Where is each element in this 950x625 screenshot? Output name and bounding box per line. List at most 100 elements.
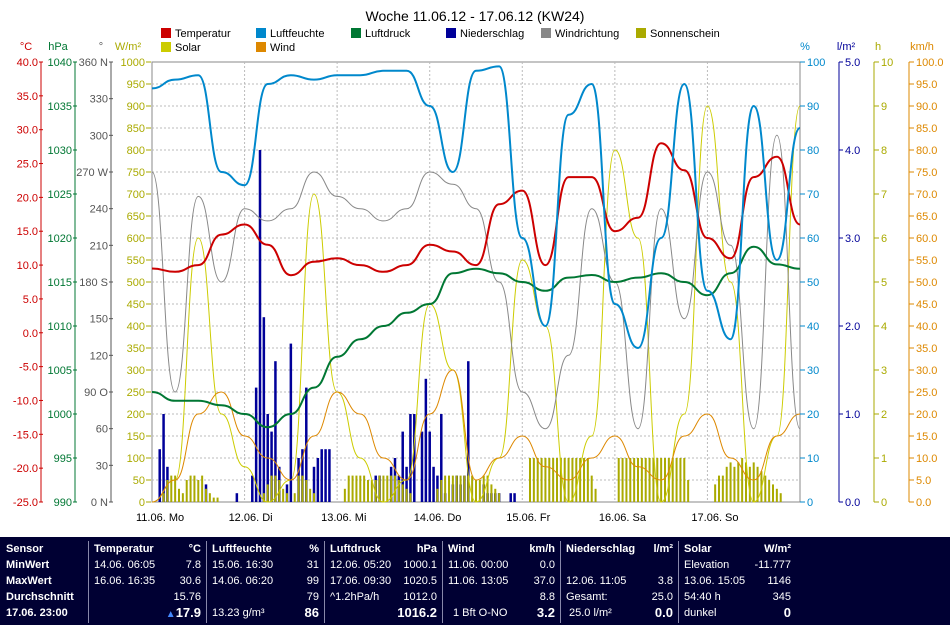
current-time: 17.06. 23:00 — [6, 607, 68, 619]
axis-unit-sunshine: h — [875, 41, 881, 53]
bar-sonnenschein-85 — [633, 458, 636, 502]
solar-unit: W/m² — [764, 543, 791, 555]
solar-sunshine-hours: 54:40 h — [684, 591, 721, 603]
tick-label-temp-13: -25.0 — [13, 497, 38, 509]
niederschlag-gesamt-value: 25.0 — [651, 591, 673, 603]
tick-label-temp-11: -15.0 — [13, 429, 38, 441]
luftdruck-current: 1016.2 — [397, 605, 437, 620]
temperatur-unit: °C — [188, 543, 201, 555]
bar-sonnenschein-86 — [637, 458, 639, 502]
tick-label-wind-5: 75.0 — [916, 167, 937, 179]
bar-sonnenschein-6 — [185, 480, 188, 502]
wind-column: Wind km/h 11.06. 00:00 0.0 11.06. 13:05 37.… — [442, 541, 559, 623]
weather-week-chart: Woche 11.06.12 - 17.06.12 (KW24) Tempera… — [13, 8, 944, 524]
bar-niederschlag-4 — [235, 493, 239, 502]
tick-label-wind-8: 60.0 — [916, 233, 937, 245]
temperatur-max-time: 16.06. 16:35 — [94, 575, 156, 587]
luftfeuchte-max-time: 14.06. 06:20 — [212, 575, 274, 587]
axis-unit-humidity: % — [800, 41, 810, 53]
tick-label-sunshine-10: 0 — [881, 497, 887, 509]
niederschlag-header: Niederschlag — [566, 543, 636, 555]
legend-swatch-2 — [351, 28, 361, 38]
tick-label-pressure-5: 1015 — [48, 277, 72, 289]
bar-niederschlag-43 — [467, 361, 470, 502]
temperatur-min-value: 7.8 — [185, 559, 201, 571]
legend-label-7: Wind — [270, 42, 295, 54]
bar-sonnenschein-8 — [193, 475, 196, 502]
bar-sonnenschein-62 — [498, 493, 501, 502]
tick-label-winddir-7: 150 — [90, 314, 108, 326]
trend-up-icon: ▲ — [165, 609, 176, 620]
bar-sonnenschein-113 — [764, 475, 767, 502]
tick-label-wind-18: 10.0 — [916, 453, 937, 465]
x-label-0: 11.06. Mo — [136, 512, 184, 524]
bar-sonnenschein-71 — [559, 458, 562, 502]
bar-sonnenschein-77 — [583, 458, 585, 502]
bar-sonnenschein-35 — [370, 480, 373, 502]
bar-sonnenschein-50 — [451, 475, 454, 502]
bar-sonnenschein-27 — [313, 493, 315, 502]
tick-label-sunshine-3: 7 — [881, 189, 887, 201]
tick-label-sunshine-2: 8 — [881, 145, 887, 157]
bar-sonnenschein-32 — [359, 475, 362, 502]
minwert-label: MinWert — [6, 559, 50, 571]
luftfeuchte-absolute: 13.23 g/m³ — [212, 607, 265, 619]
bar-sonnenschein-59 — [486, 475, 489, 502]
bar-sonnenschein-72 — [563, 458, 566, 502]
tick-label-winddir-12: 0 N — [91, 497, 108, 509]
bar-niederschlag-30 — [409, 414, 412, 502]
legend-label-6: Solar — [175, 42, 201, 54]
solar-current: 0 — [783, 605, 791, 620]
wind-header: Wind — [448, 543, 475, 555]
tick-label-solar-15: 250 — [127, 387, 145, 399]
bar-sonnenschein-78 — [586, 458, 589, 502]
bar-sonnenschein-46 — [436, 488, 439, 502]
tick-label-wind-11: 45.0 — [916, 299, 937, 311]
bar-sonnenschein-87 — [640, 458, 643, 502]
tick-label-pressure-10: 990 — [54, 497, 72, 509]
bar-niederschlag-33 — [424, 378, 428, 502]
tick-label-wind-14: 30.0 — [916, 365, 937, 377]
series-luftfeuchte — [151, 65, 801, 350]
x-label-6: 17.06. So — [691, 512, 738, 524]
tick-label-winddir-10: 60 — [96, 424, 108, 436]
tick-label-solar-6: 700 — [127, 189, 145, 201]
legend: Temperatur Luftfeuchte Luftdruck Niederschl… — [161, 28, 720, 54]
luftfeuchte-unit: % — [309, 543, 319, 555]
bar-sonnenschein-3 — [174, 475, 177, 502]
bar-sonnenschein-2 — [170, 475, 173, 502]
tick-label-humidity-5: 50 — [807, 277, 819, 289]
bar-niederschlag-8 — [262, 317, 266, 502]
bar-niederschlag-0 — [158, 449, 161, 502]
bar-sonnenschein-67 — [544, 458, 547, 502]
bar-sonnenschein-115 — [772, 484, 774, 502]
tick-label-wind-20: 0.0 — [916, 497, 931, 509]
bar-sonnenschein-42 — [397, 480, 400, 502]
bar-sonnenschein-45 — [409, 493, 412, 502]
bar-sonnenschein-31 — [355, 475, 358, 502]
luftfeuchte-min-value: 31 — [306, 559, 319, 571]
solar-max-value: 1146 — [767, 575, 791, 587]
bar-sonnenschein-84 — [629, 458, 632, 502]
tick-label-wind-13: 35.0 — [916, 343, 937, 355]
solar-status: dunkel — [684, 607, 717, 619]
niederschlag-max-time: 12.06. 11:05 — [566, 575, 627, 587]
x-label-4: 15.06. Fr — [506, 512, 550, 524]
luftdruck-min-value: 1000.1 — [403, 559, 437, 571]
sensor-column: Sensor MinWert MaxWert Durchschnitt 17.0… — [6, 541, 86, 623]
tick-label-humidity-3: 70 — [807, 189, 819, 201]
bar-sonnenschein-13 — [212, 497, 215, 502]
tick-label-humidity-6: 40 — [807, 321, 819, 333]
bar-sonnenschein-69 — [552, 458, 555, 502]
bar-niederschlag-34 — [428, 431, 431, 502]
tick-label-humidity-4: 60 — [807, 233, 819, 245]
tick-label-winddir-3: 270 W — [76, 167, 108, 179]
bar-sonnenschein-29 — [347, 475, 350, 502]
bar-sonnenschein-111 — [756, 466, 759, 502]
wind-max-value: 37.0 — [533, 575, 555, 587]
tick-label-temp-9: -5.0 — [19, 362, 38, 374]
tick-label-solar-20: 0 — [139, 497, 145, 509]
axes: 40.035.030.025.020.015.010.05.00.0-5.0-1… — [13, 57, 944, 509]
solar-header: Solar — [684, 543, 712, 555]
tick-label-solar-0: 1000 — [121, 57, 145, 69]
